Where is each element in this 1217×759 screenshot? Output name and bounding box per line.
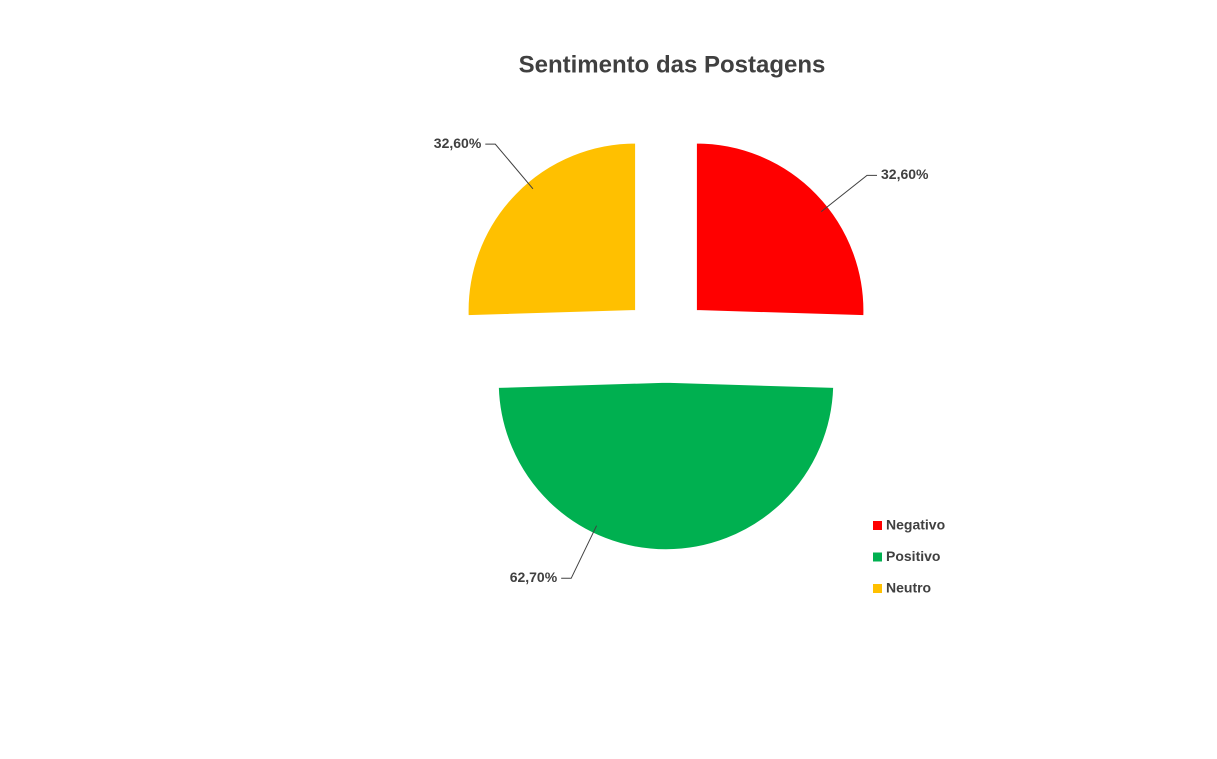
legend-label: Negativo bbox=[886, 517, 945, 533]
data-label: 32,60% bbox=[434, 135, 482, 151]
data-label: 62,70% bbox=[510, 569, 558, 585]
pie-slice bbox=[695, 142, 865, 317]
legend-label: Positivo bbox=[886, 548, 940, 564]
legend-label: Neutro bbox=[886, 580, 931, 596]
leader-line bbox=[561, 525, 598, 579]
pie-slice bbox=[467, 142, 637, 317]
pie-slice bbox=[497, 381, 835, 551]
legend-swatch bbox=[873, 552, 882, 562]
leader-line bbox=[485, 143, 534, 190]
data-label: 32,60% bbox=[881, 166, 929, 182]
legend-swatch bbox=[873, 584, 882, 593]
leader-line bbox=[820, 174, 878, 213]
chart-title: Sentimento das Postagens bbox=[519, 51, 826, 78]
legend-swatch bbox=[873, 521, 882, 530]
